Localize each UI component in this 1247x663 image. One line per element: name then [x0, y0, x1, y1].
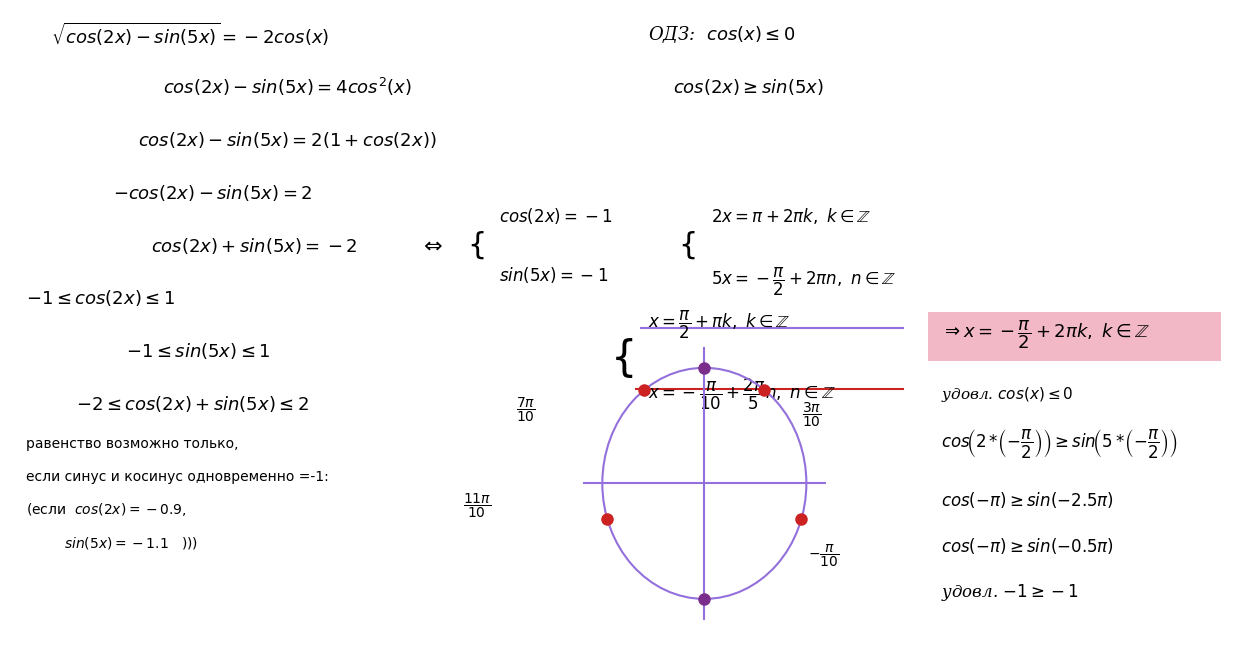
Text: $cos(-\pi)\geq sin(-2.5\pi)$: $cos(-\pi)\geq sin(-2.5\pi)$ — [940, 490, 1114, 510]
Text: $\dfrac{7\pi}{10}$: $\dfrac{7\pi}{10}$ — [516, 396, 536, 424]
Text: удовл. $cos(x)\leq 0$: удовл. $cos(x)\leq 0$ — [940, 385, 1074, 404]
Text: $\Rightarrow x=-\dfrac{\pi}{2}+2\pi k,\ k\in\mathbb{Z}$: $\Rightarrow x=-\dfrac{\pi}{2}+2\pi k,\ … — [940, 318, 1150, 351]
Text: $sin(5x)=-1.1$   ))): $sin(5x)=-1.1$ ))) — [64, 535, 198, 551]
Text: $\{$: $\{$ — [610, 336, 633, 380]
Text: $\Leftrightarrow$: $\Leftrightarrow$ — [419, 235, 443, 257]
Text: $-1\leq cos(2x)\leq 1$: $-1\leq cos(2x)\leq 1$ — [26, 288, 175, 308]
Text: $2x=\pi+2\pi k,\ k\in\mathbb{Z}$: $2x=\pi+2\pi k,\ k\in\mathbb{Z}$ — [711, 206, 870, 226]
Text: равенство возможно только,: равенство возможно только, — [26, 437, 238, 451]
Text: $\{$: $\{$ — [466, 230, 484, 261]
Text: $sin(5x)=-1$: $sin(5x)=-1$ — [499, 265, 609, 285]
Text: $cos(2x)-sin(5x)=4cos^2(x)$: $cos(2x)-sin(5x)=4cos^2(x)$ — [163, 76, 412, 98]
Text: $-1\leq sin(5x)\leq 1$: $-1\leq sin(5x)\leq 1$ — [126, 341, 271, 361]
Text: $\dfrac{3\pi}{10}$: $\dfrac{3\pi}{10}$ — [802, 401, 822, 429]
Text: $cos(-\pi)\geq sin(-0.5\pi)$: $cos(-\pi)\geq sin(-0.5\pi)$ — [940, 536, 1114, 556]
Text: $cos(2x)-sin(5x)=2(1+cos(2x))$: $cos(2x)-sin(5x)=2(1+cos(2x))$ — [138, 130, 436, 150]
Text: если синус и косинус одновременно =-1:: если синус и косинус одновременно =-1: — [26, 470, 329, 484]
Text: $x=\dfrac{\pi}{2}+\pi k,\ k\in\mathbb{Z}$: $x=\dfrac{\pi}{2}+\pi k,\ k\in\mathbb{Z}… — [648, 309, 791, 341]
Text: $\dfrac{11\pi}{10}$: $\dfrac{11\pi}{10}$ — [463, 492, 491, 520]
Text: удовл. $-1\geq -1$: удовл. $-1\geq -1$ — [940, 582, 1079, 603]
Text: $-cos(2x)-sin(5x)=2$: $-cos(2x)-sin(5x)=2$ — [113, 183, 313, 203]
Text: $\{$: $\{$ — [678, 230, 696, 261]
Text: $cos(2x)=-1$: $cos(2x)=-1$ — [499, 206, 612, 226]
Text: $cos(2x)\geq sin(5x)$: $cos(2x)\geq sin(5x)$ — [673, 77, 824, 97]
Text: $\sqrt{cos(2x)-sin(5x)}=-2cos(x)$: $\sqrt{cos(2x)-sin(5x)}=-2cos(x)$ — [51, 21, 329, 48]
Text: $-2\leq cos(2x)+sin(5x)\leq 2$: $-2\leq cos(2x)+sin(5x)\leq 2$ — [76, 394, 309, 414]
Text: $5x=-\dfrac{\pi}{2}+2\pi n,\ n\in\mathbb{Z}$: $5x=-\dfrac{\pi}{2}+2\pi n,\ n\in\mathbb… — [711, 266, 895, 298]
Text: $cos(2x)+sin(5x)=-2$: $cos(2x)+sin(5x)=-2$ — [151, 235, 357, 256]
Text: ОДЗ:  $cos(x)\leq 0$: ОДЗ: $cos(x)\leq 0$ — [648, 24, 796, 45]
Text: $-\dfrac{\pi}{10}$: $-\dfrac{\pi}{10}$ — [808, 542, 839, 569]
FancyBboxPatch shape — [928, 312, 1221, 361]
Text: (если  $cos(2x)=-0.9$,: (если $cos(2x)=-0.9$, — [26, 501, 187, 518]
Text: $cos\!\left(2*\!\left(-\dfrac{\pi}{2}\right)\right)\geq sin\!\left(5*\!\left(-\d: $cos\!\left(2*\!\left(-\dfrac{\pi}{2}\ri… — [940, 427, 1177, 460]
Text: $x=-\dfrac{\pi}{10}+\dfrac{2\pi}{5}n,\ n\in\mathbb{Z}$: $x=-\dfrac{\pi}{10}+\dfrac{2\pi}{5}n,\ n… — [648, 377, 837, 412]
